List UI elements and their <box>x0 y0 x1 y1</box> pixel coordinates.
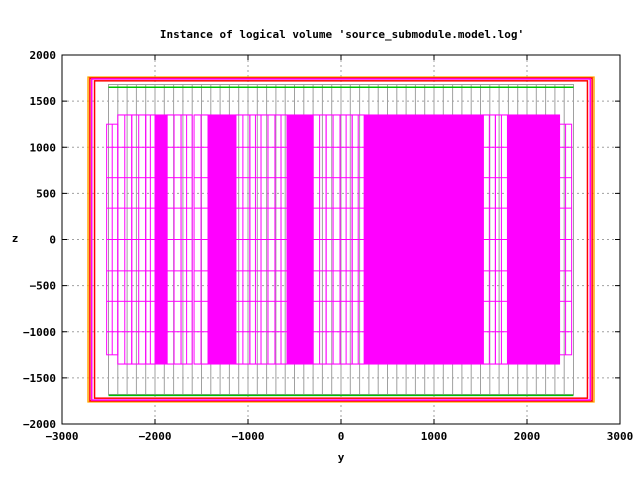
x-tick-label: 1000 <box>421 430 448 443</box>
x-tick-label: −3000 <box>45 430 78 443</box>
x-tick-label: 0 <box>338 430 345 443</box>
module-filled <box>207 114 237 365</box>
x-axis-ticks: −3000 −2000 −1000 0 1000 2000 3000 <box>45 55 633 443</box>
y-tick-label: −500 <box>30 280 57 293</box>
module-filled <box>363 114 484 365</box>
y-axis-label: z <box>12 232 19 245</box>
x-tick-label: −2000 <box>138 430 171 443</box>
envelope-outline <box>93 80 589 399</box>
envelope-outline <box>89 77 593 402</box>
y-tick-label: 0 <box>49 234 56 247</box>
x-tick-label: −1000 <box>231 430 264 443</box>
y-tick-label: 2000 <box>30 49 57 62</box>
y-axis-ticks: −2000 −1500 −1000 −500 0 500 1000 1500 2000 <box>23 49 620 431</box>
module-filled <box>506 114 561 365</box>
plot-content <box>87 76 595 403</box>
y-tick-label: 500 <box>36 187 56 200</box>
envelope-outline <box>91 78 591 401</box>
x-axis-label: y <box>338 451 345 464</box>
y-tick-label: 1000 <box>30 141 57 154</box>
module-filled <box>154 114 168 365</box>
x-tick-label: 2000 <box>514 430 541 443</box>
y-tick-label: 1500 <box>30 95 57 108</box>
module-filled <box>286 114 314 365</box>
envelope-outline <box>87 76 595 403</box>
x-tick-label: 3000 <box>607 430 634 443</box>
y-tick-label: −2000 <box>23 418 56 431</box>
chart-title: Instance of logical volume 'source_submo… <box>160 28 524 41</box>
y-tick-label: −1500 <box>23 372 56 385</box>
y-tick-label: −1000 <box>23 326 56 339</box>
